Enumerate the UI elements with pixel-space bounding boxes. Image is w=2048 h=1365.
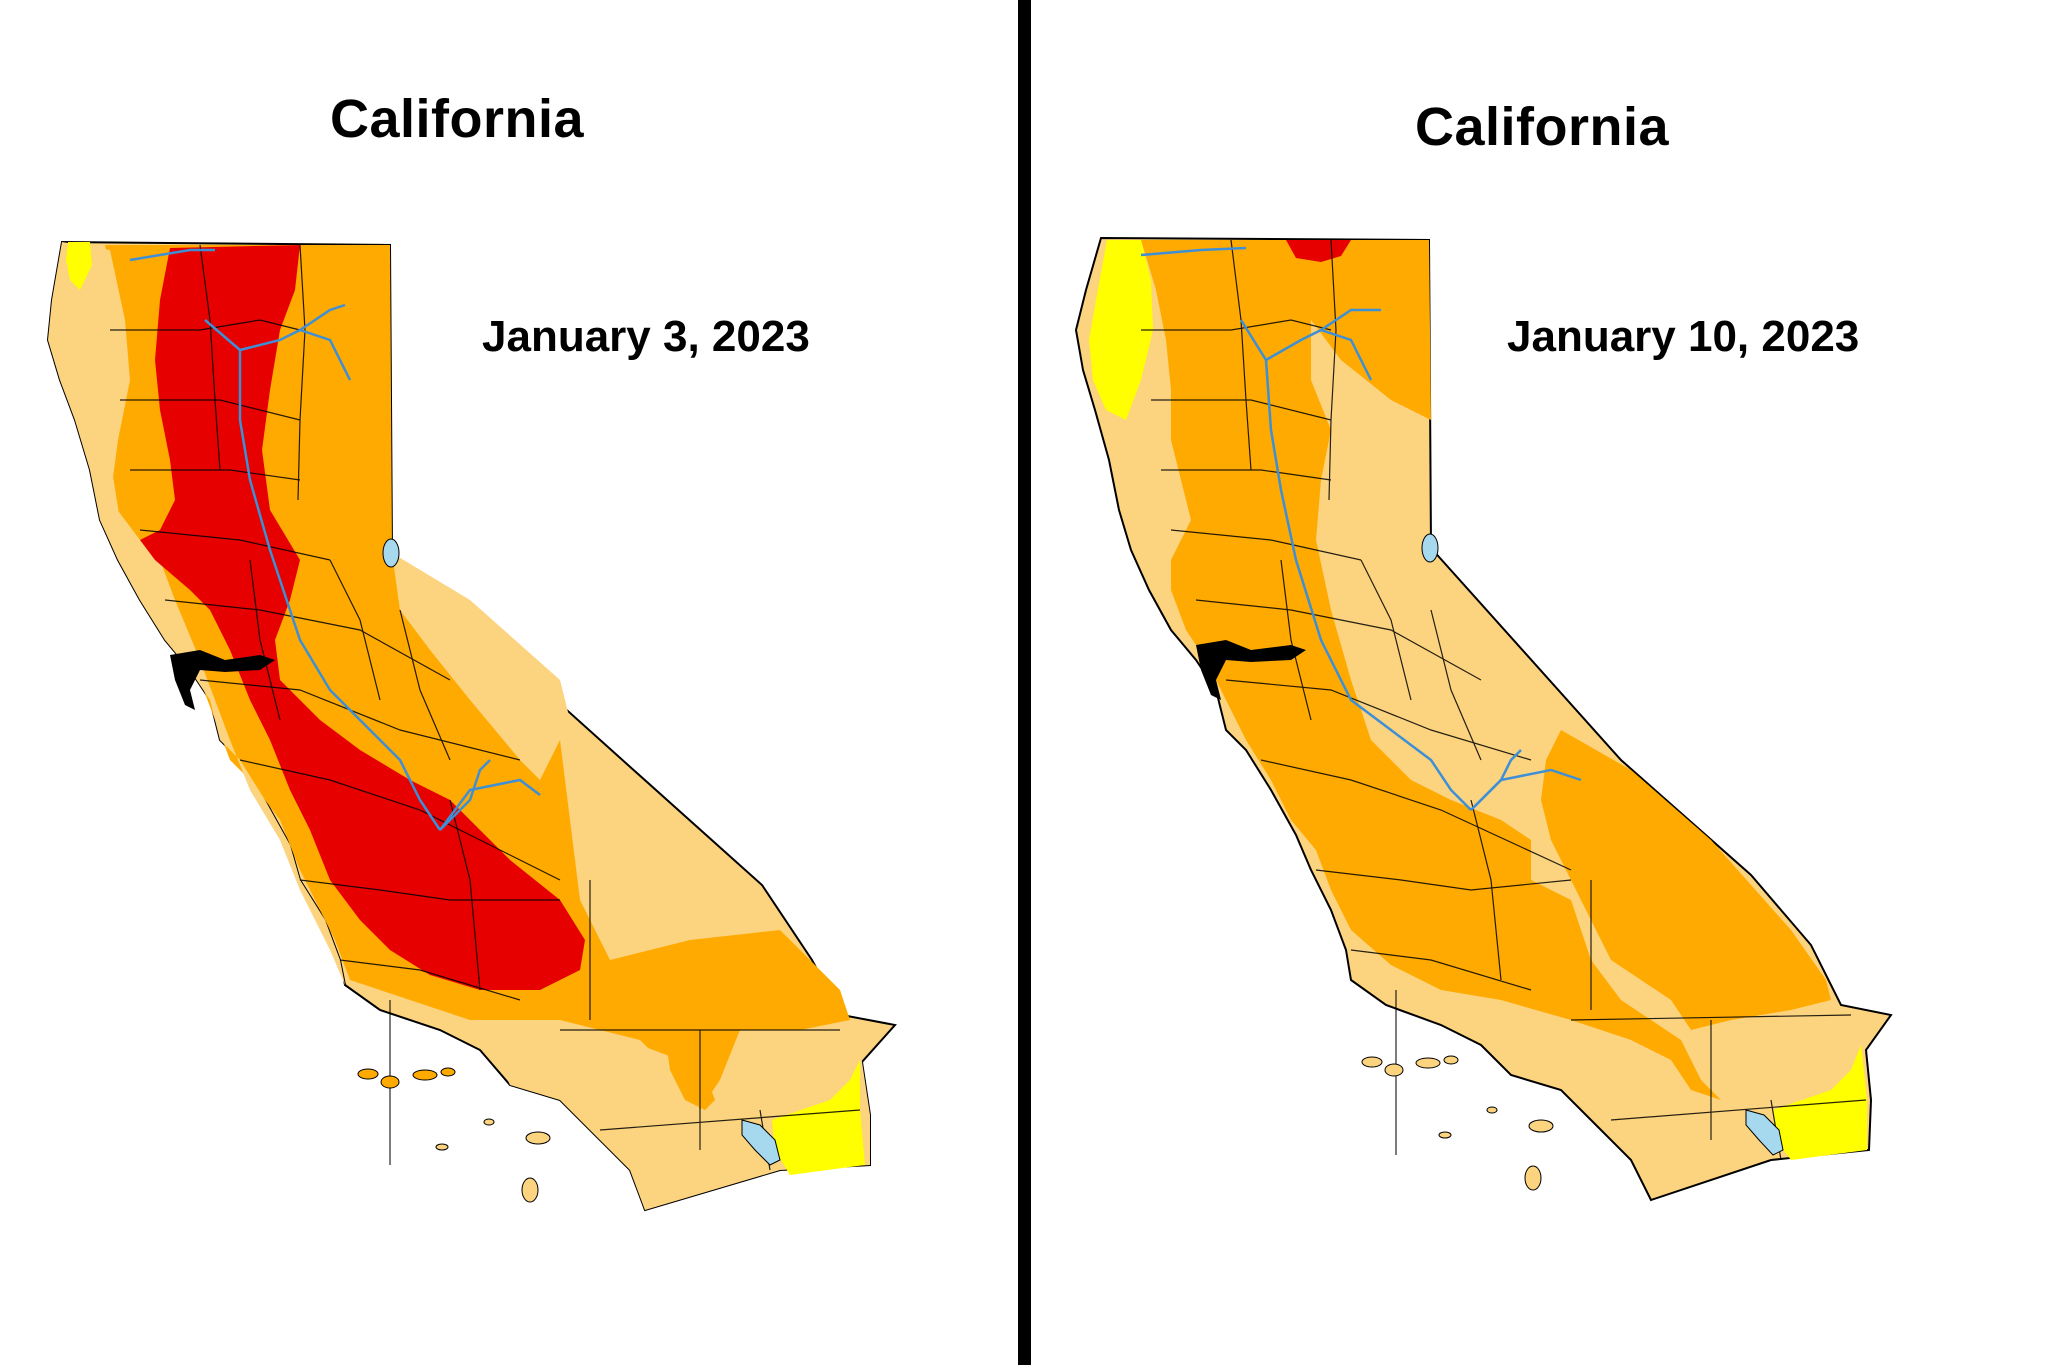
d0-north-coast-right	[1089, 240, 1153, 420]
rivers-right	[1140, 246, 1582, 811]
left-map-panel: California January 3, 2023	[0, 0, 1018, 1365]
channel-islands-right	[1361, 1055, 1554, 1191]
d0-north-coast-left	[66, 242, 92, 290]
right-map-date: January 10, 2023	[1507, 312, 1860, 361]
lake-tahoe-left	[382, 538, 400, 568]
lake-tahoe-right	[1421, 533, 1439, 563]
rivers-left	[129, 248, 541, 831]
d3-extreme-patch-right	[1286, 240, 1351, 262]
d3-extreme-area-left	[140, 245, 585, 990]
d1-coastal-strip-left	[48, 242, 345, 985]
left-map-date: January 3, 2023	[482, 312, 810, 361]
right-map-title: California	[1415, 97, 1670, 157]
d0-southeast-right	[1773, 1045, 1867, 1160]
salton-sea-left	[741, 1119, 781, 1166]
d2-eastern-area-right	[1541, 730, 1831, 1030]
d1-eastern-pocket-left	[392, 553, 570, 780]
panel-divider	[1018, 0, 1031, 1365]
right-map-panel: California January 10, 2023	[1031, 0, 2048, 1365]
sf-bay-right	[1196, 640, 1306, 700]
channel-islands-left	[357, 1067, 456, 1089]
sf-bay-left	[170, 650, 275, 710]
salton-sea-right	[1745, 1109, 1784, 1156]
left-drought-map	[46, 240, 897, 1212]
left-map-title: California	[330, 89, 585, 149]
d0-southeast-left	[772, 1060, 865, 1175]
d2-southern-tongue-left	[665, 1035, 715, 1110]
southern-islands-left	[435, 1118, 551, 1203]
right-drought-map	[1074, 236, 1893, 1202]
d2-severe-area-right	[1141, 240, 1721, 1100]
